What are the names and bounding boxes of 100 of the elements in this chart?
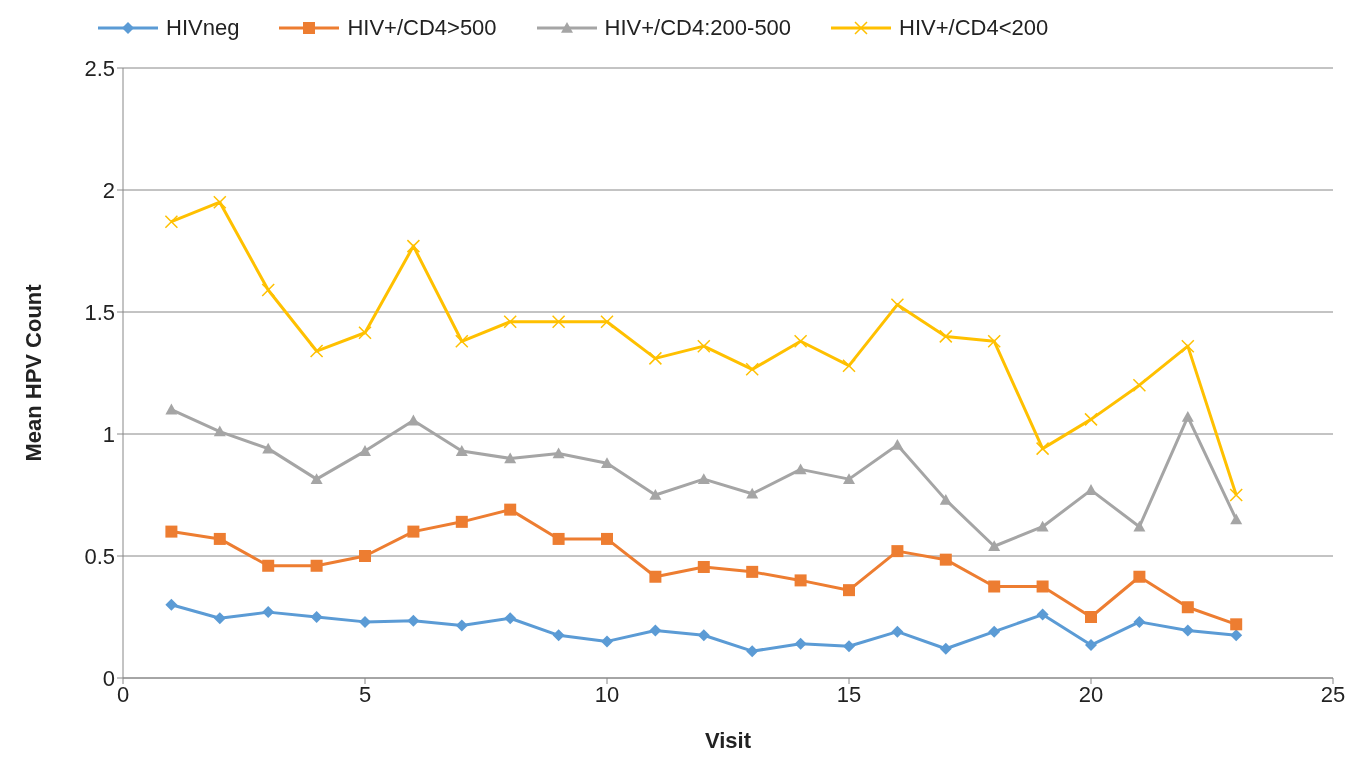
y-tick-label: 0 bbox=[102, 665, 115, 691]
point bbox=[987, 334, 1001, 349]
point bbox=[309, 344, 324, 358]
point bbox=[1085, 484, 1097, 495]
point bbox=[213, 612, 226, 625]
point bbox=[1181, 339, 1195, 353]
point bbox=[1229, 488, 1243, 502]
point bbox=[1133, 520, 1146, 532]
y-tick-label: 0.5 bbox=[84, 543, 115, 569]
point bbox=[1036, 608, 1049, 621]
point bbox=[359, 615, 371, 628]
point bbox=[794, 574, 807, 587]
point bbox=[165, 598, 178, 611]
point bbox=[988, 580, 1001, 593]
point bbox=[1085, 611, 1097, 623]
point bbox=[1181, 410, 1194, 422]
legend-label: HIV+/CD4>500 bbox=[347, 15, 497, 41]
point bbox=[407, 614, 420, 627]
point bbox=[407, 414, 420, 426]
x-tick-label: 5 bbox=[358, 681, 372, 707]
point bbox=[359, 550, 371, 562]
y-axis-title: Mean HPV Count bbox=[20, 283, 46, 462]
point bbox=[1036, 580, 1049, 593]
point bbox=[843, 584, 855, 597]
point bbox=[600, 315, 614, 329]
point bbox=[697, 339, 711, 353]
point bbox=[310, 611, 323, 623]
y-tick-label: 2.5 bbox=[84, 55, 115, 81]
legend-label: HIV+/CD4:200-500 bbox=[604, 15, 792, 41]
point bbox=[165, 403, 178, 415]
point bbox=[746, 565, 759, 578]
point bbox=[504, 503, 517, 516]
point bbox=[552, 447, 565, 459]
point bbox=[697, 560, 710, 573]
y-tick-label: 1.5 bbox=[84, 299, 115, 325]
point bbox=[794, 463, 807, 475]
point bbox=[746, 487, 759, 499]
point bbox=[793, 334, 808, 349]
point bbox=[1036, 520, 1049, 532]
point bbox=[649, 489, 662, 500]
x-axis-title: Visit bbox=[704, 728, 752, 753]
point bbox=[262, 442, 275, 454]
point bbox=[504, 452, 517, 464]
point bbox=[358, 325, 372, 340]
point bbox=[988, 540, 1001, 552]
point bbox=[406, 239, 421, 253]
point bbox=[843, 640, 855, 653]
point bbox=[1230, 629, 1243, 642]
point bbox=[649, 624, 662, 637]
point bbox=[697, 629, 710, 642]
point bbox=[551, 315, 566, 329]
legend-label: HIVneg bbox=[166, 15, 240, 41]
point bbox=[939, 329, 953, 344]
point bbox=[988, 625, 1001, 638]
point bbox=[1085, 639, 1097, 652]
point bbox=[939, 642, 952, 655]
point bbox=[1035, 441, 1050, 456]
x-tick-label: 20 bbox=[1078, 681, 1104, 707]
point bbox=[504, 612, 517, 625]
point bbox=[601, 635, 613, 648]
y-tick-label: 2 bbox=[102, 177, 115, 203]
point bbox=[164, 214, 179, 229]
point bbox=[262, 559, 275, 572]
point bbox=[407, 525, 420, 538]
point bbox=[261, 283, 275, 297]
point bbox=[649, 570, 662, 583]
point bbox=[213, 195, 227, 209]
y-tick-label: 1 bbox=[102, 421, 115, 447]
x-tick-label: 15 bbox=[836, 681, 862, 707]
point bbox=[213, 532, 226, 545]
point bbox=[601, 532, 613, 545]
point bbox=[1230, 618, 1243, 631]
point bbox=[310, 559, 323, 572]
point bbox=[1133, 570, 1146, 583]
point bbox=[842, 358, 856, 373]
point bbox=[1230, 513, 1243, 525]
point bbox=[213, 425, 226, 437]
point bbox=[262, 606, 275, 619]
point bbox=[165, 525, 178, 538]
x-tick-label: 10 bbox=[594, 681, 620, 707]
point bbox=[601, 457, 613, 469]
x-tick-label: 25 bbox=[1320, 681, 1346, 707]
point bbox=[939, 493, 952, 505]
point bbox=[1181, 624, 1194, 637]
point bbox=[455, 445, 468, 456]
point bbox=[891, 545, 904, 558]
point bbox=[552, 532, 565, 545]
point bbox=[503, 315, 517, 329]
point bbox=[843, 473, 855, 484]
point bbox=[455, 619, 468, 632]
point bbox=[697, 473, 710, 484]
point bbox=[794, 637, 807, 650]
point bbox=[1132, 378, 1147, 392]
point bbox=[552, 629, 565, 642]
point bbox=[455, 334, 469, 349]
point bbox=[1133, 615, 1146, 628]
point bbox=[745, 362, 759, 377]
point bbox=[648, 351, 663, 366]
point bbox=[1181, 601, 1194, 614]
point bbox=[1084, 412, 1098, 427]
